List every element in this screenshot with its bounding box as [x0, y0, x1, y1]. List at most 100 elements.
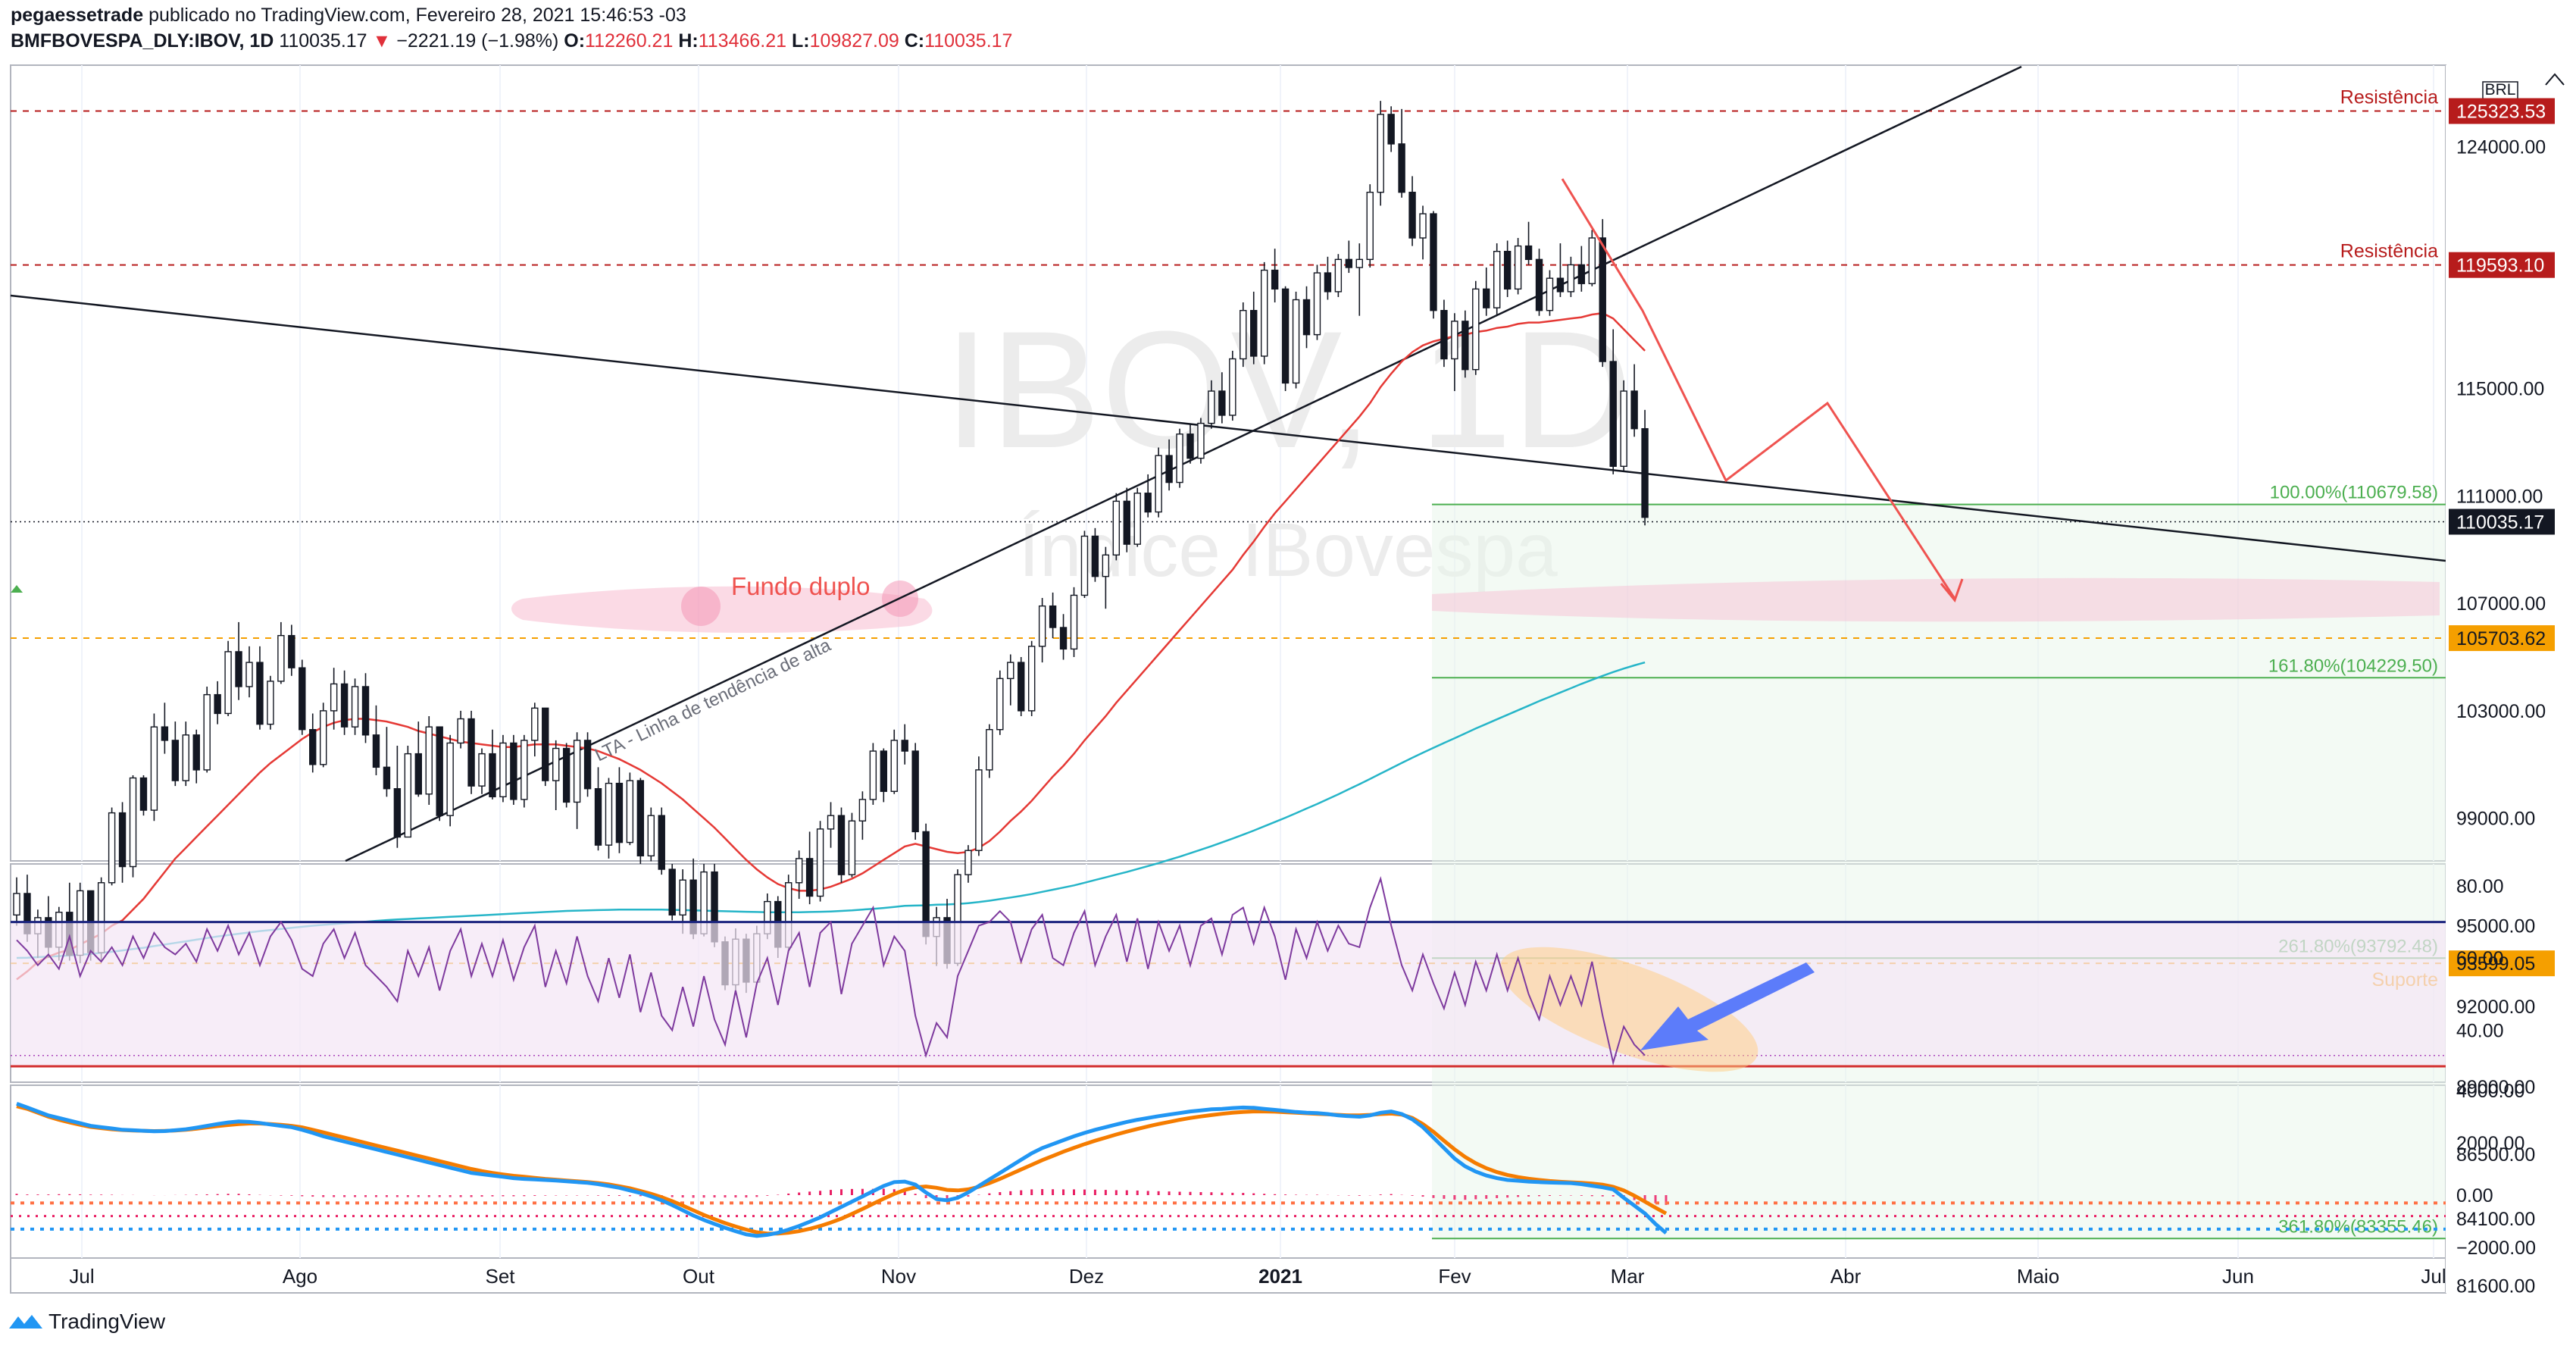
- candle-body: [1524, 245, 1533, 261]
- candle-body: [1313, 272, 1321, 336]
- candle-body: [805, 858, 814, 897]
- candle-body: [1218, 390, 1226, 416]
- time-tick-label: Jul: [2421, 1265, 2446, 1288]
- candle-body: [171, 740, 180, 781]
- candle-body: [192, 734, 200, 771]
- candle-body: [129, 777, 137, 868]
- candle-body: [1514, 245, 1522, 290]
- candle-body: [1355, 258, 1363, 268]
- candle-body: [1144, 493, 1152, 513]
- candle-body: [1038, 605, 1046, 647]
- candle-body: [1567, 264, 1575, 293]
- fib-label: 100.00%(110679.58): [2270, 483, 2438, 503]
- time-tick-label: Fev: [1438, 1265, 1471, 1288]
- candle-body: [214, 693, 221, 715]
- projection-arrowhead: [1940, 578, 1964, 603]
- price-tick-label: 103000.00: [2456, 701, 2546, 722]
- price-badge: [2449, 950, 2555, 977]
- candle-body: [964, 850, 972, 875]
- last-price: 110035.17: [279, 30, 367, 52]
- time-tick-label: Set: [485, 1265, 515, 1288]
- candle-body: [1345, 258, 1353, 268]
- candle-body: [658, 815, 665, 870]
- candle-body: [1186, 433, 1194, 459]
- close-value: 110035.17: [924, 30, 1013, 52]
- candle-body: [858, 799, 867, 822]
- candle-body: [531, 707, 539, 741]
- candle-body: [1018, 662, 1025, 712]
- level-label: Resistência: [2340, 87, 2438, 108]
- candle-body: [1292, 299, 1300, 384]
- price-badge-label: 119593.10: [2456, 255, 2544, 277]
- candle-body: [1229, 358, 1236, 416]
- candle-body: [161, 726, 169, 741]
- candle-body: [975, 769, 983, 851]
- candle-body: [478, 753, 486, 787]
- macd-tick-label: 2000.00: [2456, 1133, 2524, 1154]
- price-tick-label: 111000.00: [2456, 486, 2543, 507]
- candle-body: [1599, 237, 1606, 362]
- candle-body: [1577, 264, 1586, 284]
- candle-body: [1302, 299, 1311, 336]
- price-badge: [2449, 509, 2555, 535]
- candle-body: [1197, 422, 1205, 459]
- candle-body: [203, 693, 211, 771]
- price-tick-label: 99000.00: [2456, 809, 2535, 830]
- candle-body: [1260, 269, 1268, 357]
- macd-tick-label: −2000.00: [2456, 1238, 2536, 1259]
- candle-body: [1620, 390, 1627, 468]
- candle-body: [1472, 288, 1480, 371]
- fib-label: 361.80%(83355.46): [2278, 1216, 2438, 1237]
- candle-body: [182, 734, 189, 781]
- candle-body: [1070, 594, 1078, 650]
- time-tick-label: Mar: [1611, 1265, 1645, 1288]
- candle-body: [361, 686, 370, 736]
- candle-body: [1165, 455, 1173, 484]
- candle-body: [986, 729, 993, 771]
- candle-body: [256, 662, 264, 725]
- price-axis: [2446, 65, 2576, 1293]
- candle-body: [1440, 309, 1448, 360]
- candle-body: [1387, 114, 1395, 145]
- candle-body: [1493, 251, 1501, 308]
- price-badge-label: 105703.62: [2456, 628, 2546, 649]
- candle-body: [1609, 361, 1617, 468]
- candle-body: [626, 780, 634, 843]
- time-tick-label: Dez: [1069, 1265, 1104, 1288]
- candle-body: [552, 747, 560, 781]
- support-highlight-right: [1432, 577, 2440, 622]
- candle-body: [1483, 288, 1490, 308]
- candle-body: [837, 815, 846, 875]
- author-name[interactable]: pegaessetrade: [11, 5, 144, 26]
- price-badge-label: 93599.05: [2456, 953, 2535, 975]
- candle-body: [425, 726, 433, 795]
- price-tick-label: 115000.00: [2456, 378, 2544, 399]
- candle-body: [1462, 321, 1469, 371]
- down-arrow-icon: ▼: [372, 30, 392, 52]
- tradingview-brand[interactable]: TradingView: [8, 1310, 165, 1334]
- candle-body: [1334, 258, 1343, 293]
- candle-body: [1430, 213, 1437, 311]
- fib-projection-zone: [1432, 504, 2446, 1239]
- macd-line: [16, 1101, 1668, 1238]
- candle-body: [848, 820, 856, 875]
- ema-short-line: [16, 311, 1646, 981]
- candle-body: [1535, 258, 1543, 311]
- downtrend-line: [10, 294, 2446, 562]
- rsi-tick-label: 60.00: [2456, 948, 2504, 969]
- candle-body: [911, 750, 919, 833]
- candle-body: [288, 634, 295, 668]
- candle-body: [499, 742, 507, 798]
- candle-body: [1208, 390, 1215, 424]
- candle-body: [1503, 251, 1512, 290]
- candle-body: [1366, 192, 1374, 261]
- candle-body: [436, 726, 443, 816]
- close-label: C:: [904, 30, 925, 52]
- macd-tick-label: 0.00: [2456, 1185, 2493, 1206]
- candle-body: [1027, 646, 1036, 712]
- candle-body: [372, 734, 380, 768]
- candle-body: [1281, 288, 1290, 384]
- candle-body: [1546, 277, 1554, 311]
- symbol-name[interactable]: BMFBOVESPA_DLY:IBOV, 1D: [11, 30, 274, 52]
